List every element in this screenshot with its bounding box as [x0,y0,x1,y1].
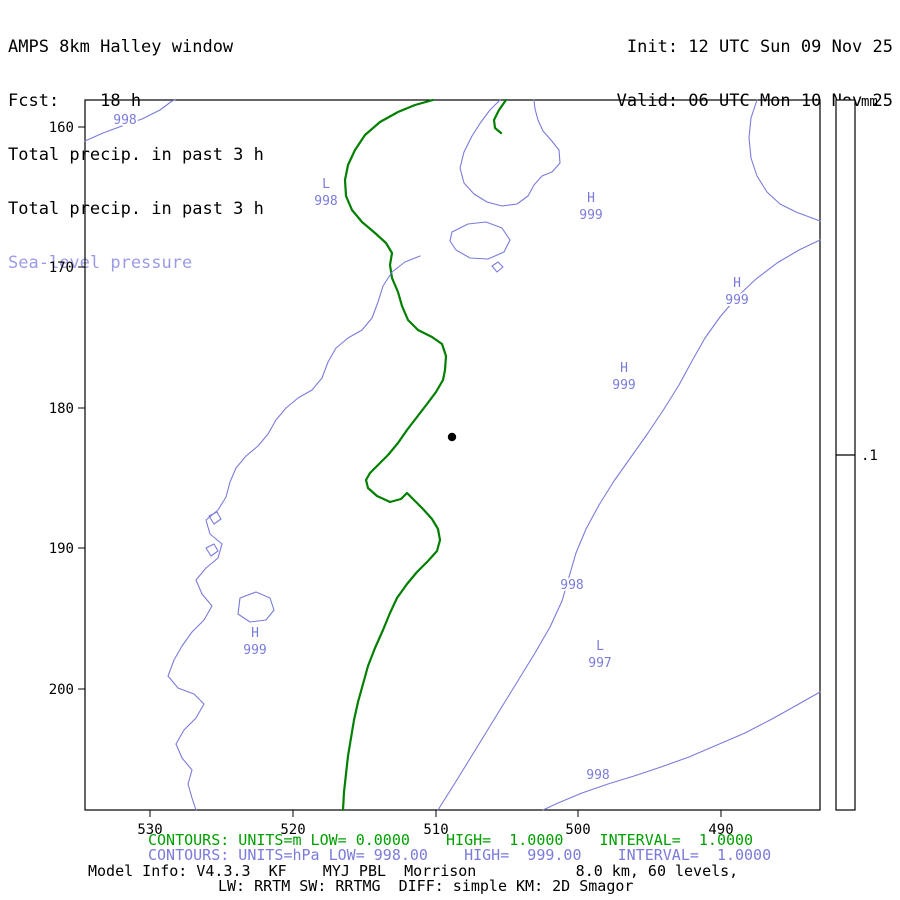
field-name-precip-2: Total precip. in past 3 h [8,199,264,219]
colorbar: mm .1 [835,94,878,811]
pressure-contour-line [449,221,511,260]
pressure-center-letter: H [251,626,259,641]
x-axis-tick-label: 490 [708,822,733,838]
field-name-precip-1: Total precip. in past 3 h [8,145,264,165]
forecast-hour: Fcst: 18 h [8,91,142,111]
pressure-contour-label: 998 [586,768,609,783]
y-axis-tick-label: 190 [49,541,74,557]
pressure-contour-line [237,591,275,623]
pressure-contour-line [167,255,421,811]
pressure-center-letter: L [322,177,330,192]
x-axis-tick-label: 520 [280,822,305,838]
field-name-slp: Sea-level pressure [8,253,193,273]
y-axis-tick-label: 180 [49,401,74,417]
pressure-center-letter: L [596,639,604,654]
colorbar-threshold-label: .1 [861,448,878,464]
pressure-contour-line [208,511,222,525]
colorbar-unit-label: mm [861,94,878,110]
station-marker [447,432,457,442]
pressure-contour-line [491,261,504,273]
precip-contour-line [492,98,508,135]
pressure-center-value: 999 [579,208,602,223]
pressure-contour-line [84,99,176,142]
pressure-center-value: 999 [725,293,748,308]
x-axis-tick-label: 500 [565,822,590,838]
model-info-line2: LW: RRTM SW: RRTMG DIFF: simple KM: 2D S… [218,877,634,895]
label-layer: L 998 H 999 H 999 H 999 L 997 H 999 998 998 998 [111,111,750,785]
contour-layer [84,98,821,812]
init-time: Init: 12 UTC Sun 09 Nov 25 [626,37,893,57]
y-axis-tick-label: 200 [49,682,74,698]
header-right: Init: 12 UTC Sun 09 Nov 25 Valid: 06 UTC… [617,2,893,146]
pressure-contour-line [205,543,219,557]
pressure-center-letter: H [733,276,741,291]
pressure-center-value: 997 [588,656,611,671]
pressure-contour-label: 998 [113,113,136,128]
pressure-center-letter: H [587,191,595,206]
y-axis-tick-label: 160 [49,120,74,136]
plot-frame [84,99,821,811]
tick-layer: 530 520 510 500 490 160 170 180 190 200 [49,120,734,838]
plot-title: AMPS 8km Halley window [8,37,234,57]
pressure-center-value: 999 [243,643,266,658]
slp-contour-info: CONTOURS: UNITS=hPa LOW= 998.00 HIGH= 99… [148,846,772,864]
pressure-contour-label: 998 [560,578,583,593]
pressure-center-value: 998 [314,194,337,209]
pressure-contour-line [459,99,561,207]
precip-contour-line [341,98,448,812]
pressure-contour-line [437,239,821,811]
y-axis-tick-label: 170 [49,260,74,276]
pressure-center-letter: H [620,361,628,376]
pressure-contour-line [748,99,821,222]
header-left: AMPS 8km Halley window Fcst: 18 h Total … [8,2,264,308]
model-info-line1: Model Info: V4.3.3 KF MYJ PBL Morrison 8… [88,862,739,880]
marker-layer [447,432,457,442]
x-axis-tick-label: 530 [137,822,162,838]
pressure-contour-line [542,691,821,811]
pressure-center-value: 999 [612,378,635,393]
x-axis-tick-label: 510 [423,822,448,838]
precip-contour-info: CONTOURS: UNITS=m LOW= 0.0000 HIGH= 1.00… [148,831,754,849]
